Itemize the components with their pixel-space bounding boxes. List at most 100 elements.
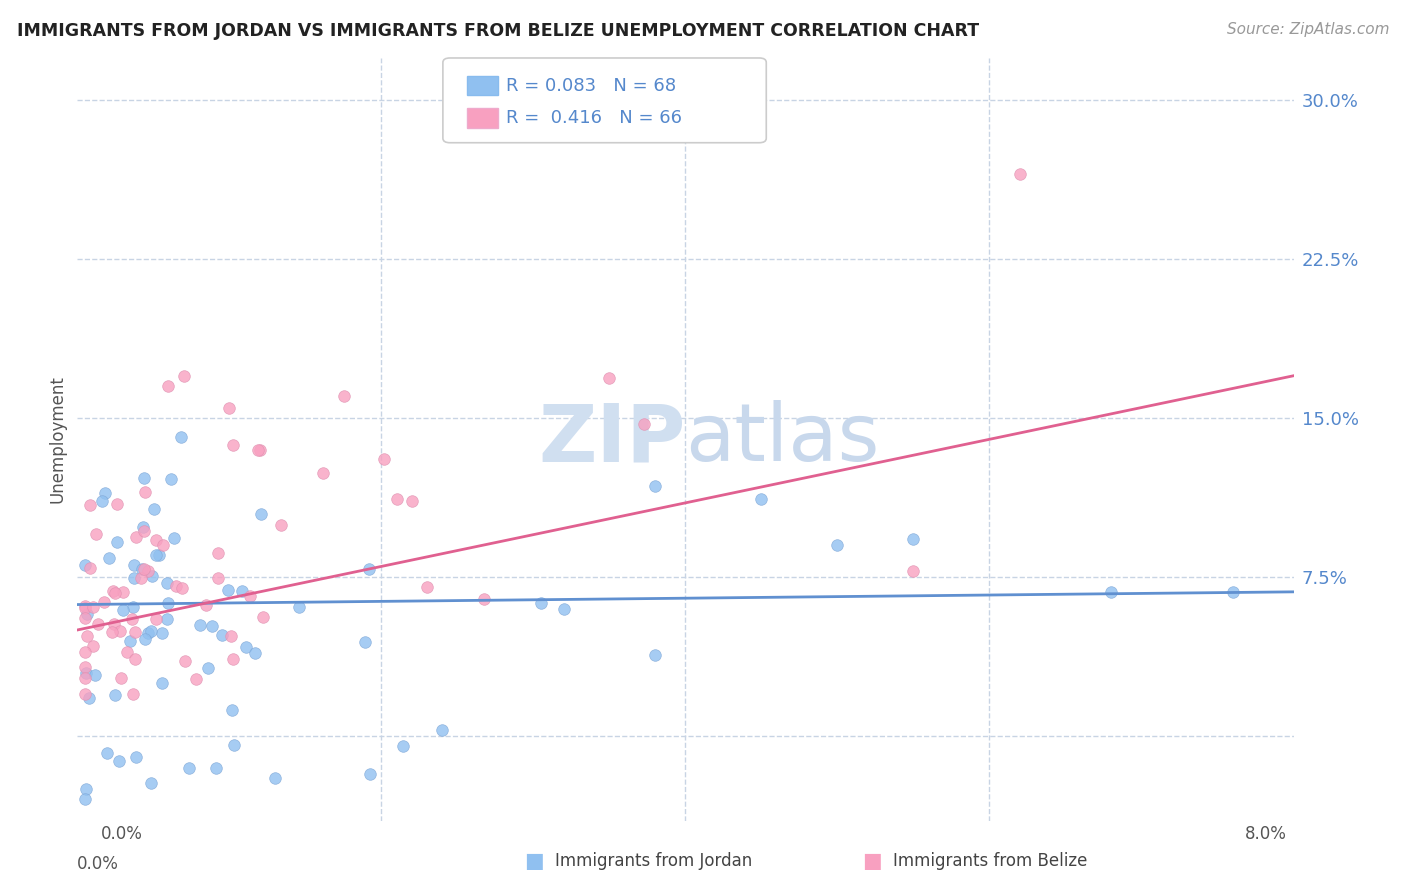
Point xyxy=(173,368,195,383)
Point xyxy=(197,661,219,675)
Point xyxy=(312,466,335,480)
Point xyxy=(598,371,620,385)
Point xyxy=(124,625,146,640)
Point xyxy=(184,672,207,686)
Point xyxy=(201,619,224,633)
Text: Source: ZipAtlas.com: Source: ZipAtlas.com xyxy=(1226,22,1389,37)
Point xyxy=(221,703,243,717)
Text: Immigrants from Belize: Immigrants from Belize xyxy=(893,852,1087,870)
Point xyxy=(416,581,439,595)
Point xyxy=(79,498,101,512)
Text: IMMIGRANTS FROM JORDAN VS IMMIGRANTS FROM BELIZE UNEMPLOYMENT CORRELATION CHART: IMMIGRANTS FROM JORDAN VS IMMIGRANTS FRO… xyxy=(17,22,979,40)
Point xyxy=(129,570,152,584)
Point xyxy=(156,596,179,610)
Point xyxy=(207,571,229,585)
Point xyxy=(98,550,121,565)
Point xyxy=(139,624,162,638)
Point xyxy=(73,672,96,686)
Text: R = 0.083   N = 68: R = 0.083 N = 68 xyxy=(506,77,676,95)
Point xyxy=(357,562,380,576)
Point xyxy=(101,625,124,640)
Point xyxy=(121,599,143,614)
Point xyxy=(94,486,117,500)
Point xyxy=(73,611,96,625)
Point xyxy=(107,755,129,769)
Point xyxy=(82,599,104,614)
Point xyxy=(136,625,159,640)
Point xyxy=(249,442,271,457)
Point xyxy=(76,607,98,621)
Point xyxy=(125,530,148,544)
Point xyxy=(112,603,135,617)
Point xyxy=(163,532,186,546)
Point xyxy=(139,775,162,789)
Point xyxy=(207,546,229,560)
Point xyxy=(145,533,167,547)
Point xyxy=(122,687,145,701)
Point xyxy=(148,549,170,563)
Point xyxy=(93,595,115,609)
Point xyxy=(124,750,146,764)
Point xyxy=(174,655,197,669)
Text: 0.0%: 0.0% xyxy=(101,825,143,843)
Point xyxy=(132,524,155,538)
Point xyxy=(250,507,273,521)
Point xyxy=(79,561,101,575)
Point xyxy=(136,564,159,578)
Point xyxy=(84,527,107,541)
Point xyxy=(1222,585,1244,599)
Point xyxy=(392,739,415,754)
Point xyxy=(105,497,128,511)
Point xyxy=(124,651,146,665)
Point xyxy=(75,781,97,796)
Point xyxy=(111,585,134,599)
Point xyxy=(110,671,132,685)
Point xyxy=(134,485,156,500)
Point xyxy=(170,582,193,596)
Point xyxy=(222,738,245,752)
Text: ZIP: ZIP xyxy=(538,401,686,478)
Point xyxy=(160,472,183,486)
Point xyxy=(104,586,127,600)
Point xyxy=(141,569,163,583)
Point xyxy=(401,494,423,508)
Point xyxy=(827,538,849,552)
Point xyxy=(73,792,96,806)
Point xyxy=(75,665,97,680)
Point xyxy=(217,582,239,597)
Point xyxy=(132,562,155,576)
Point xyxy=(87,617,110,632)
Point xyxy=(122,558,145,572)
Point xyxy=(903,532,925,546)
Point xyxy=(333,389,356,403)
Point xyxy=(430,723,453,737)
Point xyxy=(120,633,142,648)
Point xyxy=(287,600,309,615)
Point xyxy=(221,438,243,452)
Point xyxy=(131,520,153,534)
Point xyxy=(132,471,155,485)
Point xyxy=(211,628,233,642)
Point xyxy=(73,645,96,659)
Point xyxy=(143,502,166,516)
Point xyxy=(83,668,105,682)
Point xyxy=(150,676,173,690)
Point xyxy=(145,611,167,625)
Point xyxy=(82,639,104,653)
Point xyxy=(359,767,381,781)
Point xyxy=(131,562,153,576)
Point xyxy=(150,626,173,640)
Point xyxy=(188,618,211,632)
Point xyxy=(121,612,143,626)
Text: ■: ■ xyxy=(524,851,544,871)
Point xyxy=(77,691,100,706)
Point xyxy=(108,624,131,639)
Point xyxy=(1008,168,1031,182)
Text: atlas: atlas xyxy=(686,401,880,478)
Text: ■: ■ xyxy=(862,851,882,871)
Point xyxy=(170,430,193,444)
Point xyxy=(222,651,245,665)
Point xyxy=(152,539,174,553)
Point xyxy=(195,598,218,612)
Point xyxy=(252,609,274,624)
